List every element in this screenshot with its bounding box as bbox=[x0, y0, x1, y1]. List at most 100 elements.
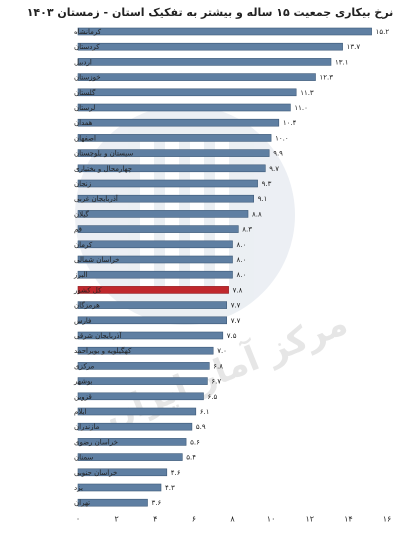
category-label: سمنان bbox=[74, 454, 93, 462]
bar bbox=[77, 483, 162, 492]
x-tick-label: ۱۴ bbox=[344, 515, 353, 524]
data-label: ۱۱.۰ bbox=[294, 104, 308, 112]
bar bbox=[77, 240, 233, 249]
data-label: ۷.۷ bbox=[231, 317, 241, 325]
category-label: خراسان جنوبی bbox=[74, 469, 117, 477]
data-label: ۹.۷ bbox=[269, 165, 279, 173]
bar bbox=[77, 453, 183, 461]
bar bbox=[77, 194, 254, 203]
x-tick-label: ۱۰ bbox=[267, 515, 276, 524]
bar bbox=[77, 210, 249, 218]
data-label: ۸.۰ bbox=[237, 256, 247, 264]
bar bbox=[77, 392, 204, 401]
bar bbox=[77, 27, 372, 36]
category-label: گیلان bbox=[74, 209, 89, 218]
bar bbox=[77, 438, 187, 446]
bar bbox=[77, 58, 332, 66]
data-label: ۸.۰ bbox=[237, 241, 247, 249]
bar bbox=[77, 225, 239, 233]
bar bbox=[77, 164, 266, 173]
bar bbox=[77, 377, 208, 385]
data-label: ۵.۶ bbox=[190, 438, 200, 446]
bar bbox=[77, 179, 258, 188]
category-label: آذربایجان غربی bbox=[74, 194, 119, 203]
bar bbox=[77, 73, 316, 81]
x-tick-label: ۲ bbox=[114, 515, 118, 524]
bar bbox=[77, 88, 297, 97]
category-label: البرز bbox=[73, 271, 87, 279]
data-label: ۵.۹ bbox=[196, 423, 206, 431]
category-label: خراسان رضوی bbox=[74, 438, 118, 446]
x-tick-label: ۱۶ bbox=[383, 515, 392, 524]
category-label: خراسان شمالی bbox=[74, 256, 120, 264]
bars-group: کرمانشاه ۱۵.۲ کردستان ۱۳.۷ اردبیل ۱۳.۱ خوزستان… bbox=[73, 27, 389, 507]
category-label: مازندران bbox=[74, 423, 100, 431]
data-label: ۷.۸ bbox=[233, 286, 243, 294]
category-label: هرمزگان bbox=[74, 301, 100, 310]
bar bbox=[77, 498, 148, 507]
bar bbox=[77, 346, 214, 355]
category-label: قزوین bbox=[74, 393, 92, 401]
bar bbox=[77, 407, 197, 416]
category-label: بوشهر bbox=[73, 378, 93, 386]
x-tick-label: ۸ bbox=[230, 515, 235, 524]
category-label: آذربایجان شرقی bbox=[74, 331, 122, 340]
data-label: ۶.۸ bbox=[213, 362, 223, 370]
bar bbox=[77, 134, 272, 142]
category-label: زنجان bbox=[74, 180, 91, 188]
data-label: ۶.۵ bbox=[208, 393, 218, 401]
bar bbox=[77, 270, 233, 279]
category-label: ایلام bbox=[74, 408, 86, 416]
data-label: ۹.۹ bbox=[273, 150, 283, 158]
data-label: ۵.۴ bbox=[186, 454, 196, 462]
data-label: ۱۳.۱ bbox=[335, 58, 349, 66]
bar bbox=[77, 149, 270, 157]
category-label: لرستان bbox=[74, 104, 95, 112]
data-label: ۷.۰ bbox=[217, 347, 227, 355]
data-label: ۳.۶ bbox=[152, 499, 162, 507]
category-label: کل کشور bbox=[73, 286, 102, 294]
category-label: اردبیل bbox=[74, 58, 92, 66]
category-label: چهارمحال و بختیاری bbox=[74, 165, 132, 173]
category-label: کرمان bbox=[74, 241, 93, 249]
x-tick-label: ۶ bbox=[192, 515, 196, 524]
category-label: کهگیلویه و بویراحمد bbox=[74, 346, 132, 355]
data-label: ۶.۱ bbox=[200, 408, 210, 416]
category-label: تهران bbox=[74, 499, 90, 507]
category-label: خوزستان bbox=[74, 74, 101, 82]
data-label: ۷.۵ bbox=[227, 332, 237, 340]
category-label: اصفهان bbox=[74, 134, 96, 142]
data-label: ۸.۸ bbox=[252, 210, 262, 218]
data-label: ۴.۶ bbox=[171, 469, 181, 477]
bar bbox=[77, 362, 210, 370]
data-label: ۸.۰ bbox=[237, 271, 247, 279]
chart-title: نرخ بیکاری جمعیت ۱۵ ساله و بیشتر به تفکی… bbox=[27, 6, 394, 19]
data-label: ۹.۳ bbox=[262, 180, 272, 188]
data-label: ۱۲.۳ bbox=[320, 74, 334, 82]
x-tick-label: ۰ bbox=[76, 515, 80, 524]
x-axis: ۰ ۲ ۴ ۶ ۸ ۱۰ ۱۲ ۱۴ ۱۶ bbox=[76, 515, 391, 524]
bar bbox=[77, 42, 343, 51]
data-label: ۱۰.۴ bbox=[283, 119, 297, 127]
data-label: ۱۱.۳ bbox=[300, 89, 314, 97]
data-label: ۹.۱ bbox=[258, 195, 268, 203]
category-label: یزد bbox=[74, 484, 83, 492]
category-label: همدان bbox=[74, 119, 93, 127]
data-label: ۱۳.۷ bbox=[347, 43, 361, 51]
bar bbox=[77, 255, 233, 264]
category-label: قم bbox=[74, 226, 82, 234]
bar bbox=[77, 301, 227, 309]
bar bbox=[77, 422, 193, 431]
data-label: ۶.۷ bbox=[211, 378, 221, 386]
bar bbox=[77, 118, 280, 127]
data-label: ۷.۷ bbox=[231, 302, 241, 310]
bar bbox=[77, 468, 168, 477]
x-tick-label: ۱۲ bbox=[306, 515, 315, 524]
category-label: گلستان bbox=[74, 88, 96, 97]
bar bbox=[77, 103, 291, 112]
data-label: ۱۰.۰ bbox=[275, 134, 289, 142]
bar bbox=[77, 331, 224, 340]
data-label: ۸.۳ bbox=[242, 226, 252, 234]
x-tick-label: ۴ bbox=[153, 515, 157, 524]
